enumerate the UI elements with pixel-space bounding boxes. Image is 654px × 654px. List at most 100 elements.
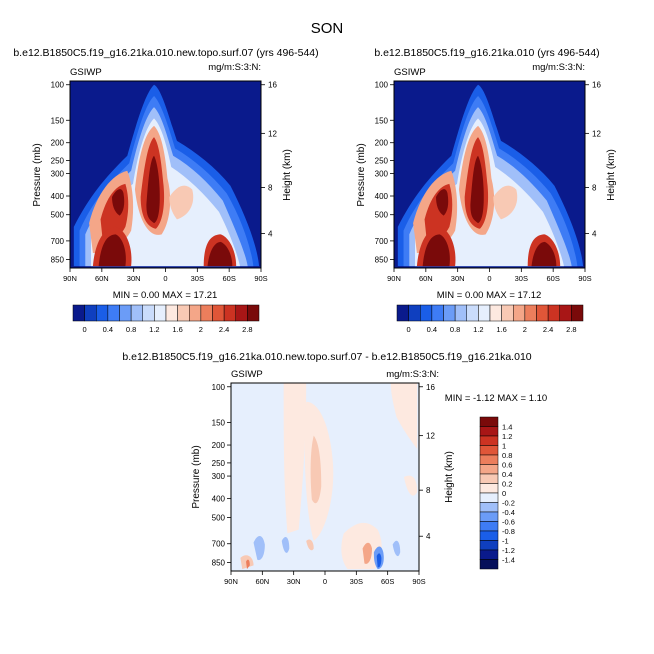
panel-1-x-tick-label: 60S [222, 274, 235, 283]
panel-2-x-tick-label: 0 [487, 274, 491, 283]
panel-3-x-tick-label: 30S [350, 577, 363, 586]
panel-3-contour-region [306, 539, 314, 551]
panel-2-contour-region [493, 185, 518, 220]
panel-1-y-tick-label: 300 [51, 170, 65, 179]
panel-3-y-right-tick-label: 16 [426, 383, 435, 392]
panel-2-x-tick-label: 60S [546, 274, 559, 283]
colorbar-difference-label: -0.2 [502, 499, 515, 508]
colorbar-difference-label: -0.6 [502, 518, 515, 527]
panel-1-y-tick-label: 100 [51, 81, 65, 90]
panel-1-right-label: mg/m:S:3:N: [208, 62, 261, 73]
colorbar-panel-1-swatch [84, 304, 97, 322]
colorbar-panel-2-label: 2 [523, 325, 527, 334]
panel-1-y-right-tick-label: 16 [268, 81, 277, 90]
panel-3-contour-region [341, 522, 382, 570]
panel-1-contour-region [169, 185, 194, 220]
colorbar-panel-1-swatch [189, 304, 202, 322]
colorbar-difference-label: 0.2 [502, 480, 512, 489]
panel-2-y-right-tick-label: 4 [592, 229, 597, 238]
colorbar-panel-2-swatch [396, 304, 409, 322]
panel-3-right-label: mg/m:S:3:N: [386, 369, 439, 380]
panel-3-y-tick-label: 300 [212, 472, 226, 481]
panel-2-y-tick-label: 250 [375, 156, 389, 165]
colorbar-panel-2-label: 1.2 [473, 325, 483, 334]
panel-1-ylabel-left: Pressure (mb) [32, 143, 43, 206]
panel-3-ylabel-left: Pressure (mb) [191, 445, 202, 508]
colorbar-panel-1-swatch [72, 304, 85, 322]
panel-2-ylabel-left: Pressure (mb) [356, 143, 367, 206]
panel-2-x-tick-label: 60N [419, 274, 433, 283]
panel-1-stats: MIN = 0.00 MAX = 17.21 [113, 290, 218, 301]
colorbar-panel-1-label: 1.2 [149, 325, 159, 334]
panel-1-ylabel-right: Height (km) [282, 149, 293, 201]
panel-3-contour-region [362, 542, 372, 564]
panel-1-contour-region [112, 189, 125, 216]
colorbar-difference-label: 1.2 [502, 432, 512, 441]
colorbar-panel-2-label: 0.4 [427, 325, 437, 334]
colorbar-panel-2-label: 0.8 [450, 325, 460, 334]
colorbar-difference-label: -1.4 [502, 556, 515, 565]
panel-2-left-label: GSIWP [394, 67, 426, 78]
colorbar-difference-swatch [479, 473, 499, 484]
panel-3-contour-region [283, 383, 307, 534]
panel-1-y-right-tick-label: 8 [268, 184, 273, 193]
panel-1-contour-region [98, 234, 126, 267]
panel-3-contour-region [376, 553, 382, 568]
colorbar-difference-swatch [479, 426, 499, 437]
colorbar-difference-swatch [479, 511, 499, 522]
panel-2-y-right-tick-label: 12 [592, 129, 601, 138]
colorbar-panel-1-swatch [96, 304, 109, 322]
panel-3-y-tick-label: 150 [212, 418, 226, 427]
panel-2-y-tick-label: 100 [375, 81, 389, 90]
colorbar-panel-2-swatch [478, 304, 491, 322]
colorbar-difference-label: 0.6 [502, 461, 512, 470]
panel-3-ylabel-right: Height (km) [444, 451, 455, 503]
colorbar-panel-1-swatch [235, 304, 248, 322]
figure-title: SON [311, 20, 344, 37]
colorbar-panel-2-swatch [489, 304, 502, 322]
panel-2-contours [397, 84, 584, 267]
colorbar-difference-swatch [479, 521, 499, 532]
panel-1-y-tick-label: 250 [51, 156, 65, 165]
panel-2-contour-region [531, 241, 557, 267]
colorbar-panel-1-swatch [177, 304, 190, 322]
panel-3-axes: 90N 60N 30N 0 30S 60S 90S 100 150 200 250 300 400 500… [212, 383, 436, 586]
panel-1-contour-region [207, 241, 233, 267]
panel-3-y-tick-label: 200 [212, 441, 226, 450]
colorbar-panel-2-label: 1.6 [496, 325, 506, 334]
colorbar-difference-swatch [479, 540, 499, 551]
panel-2-y-tick-label: 150 [375, 116, 389, 125]
colorbar-difference-swatch [479, 464, 499, 475]
colorbar-difference-label: 1.4 [502, 423, 512, 432]
panel-3-y-tick-label: 400 [212, 495, 226, 504]
panel-3-contour-region [281, 537, 290, 553]
colorbar-difference-label: -1 [502, 537, 509, 546]
panel-2-stats: MIN = 0.00 MAX = 17.12 [437, 290, 542, 301]
panel-3-y-tick-label: 500 [212, 513, 226, 522]
panel-2-contour-region [470, 155, 484, 224]
panel-3-x-tick-label: 30N [287, 577, 301, 586]
colorbar-difference-label: 0 [502, 489, 506, 498]
colorbar-panel-2-swatch [443, 304, 456, 322]
colorbar-difference-swatch [479, 416, 499, 427]
panel-2-y-tick-label: 850 [375, 256, 389, 265]
panel-2-right-label: mg/m:S:3:N: [532, 62, 585, 73]
panel-2-x-tick-label: 90N [387, 274, 401, 283]
colorbar-panel-1-swatch [107, 304, 120, 322]
panel-1-x-tick-label: 60N [95, 274, 109, 283]
colorbar-panel-1-swatch [200, 304, 213, 322]
colorbar-difference-swatch [479, 502, 499, 513]
colorbar-panel-1-label: 0.8 [126, 325, 136, 334]
colorbar-difference-swatch [479, 435, 499, 446]
colorbar-panel-1-swatch [212, 304, 225, 322]
panel-3-contours [240, 383, 418, 570]
panel-2-y-tick-label: 200 [375, 139, 389, 148]
panel-2-y-tick-label: 700 [375, 237, 389, 246]
colorbar-panel-2-swatch [501, 304, 514, 322]
colorbar-panel-2-swatch [571, 304, 584, 322]
panel-3-y-tick-label: 100 [212, 383, 226, 392]
panel-3-x-tick-label: 90S [412, 577, 425, 586]
panel-1-y-tick-label: 700 [51, 237, 65, 246]
panel-1-y-tick-label: 150 [51, 116, 65, 125]
